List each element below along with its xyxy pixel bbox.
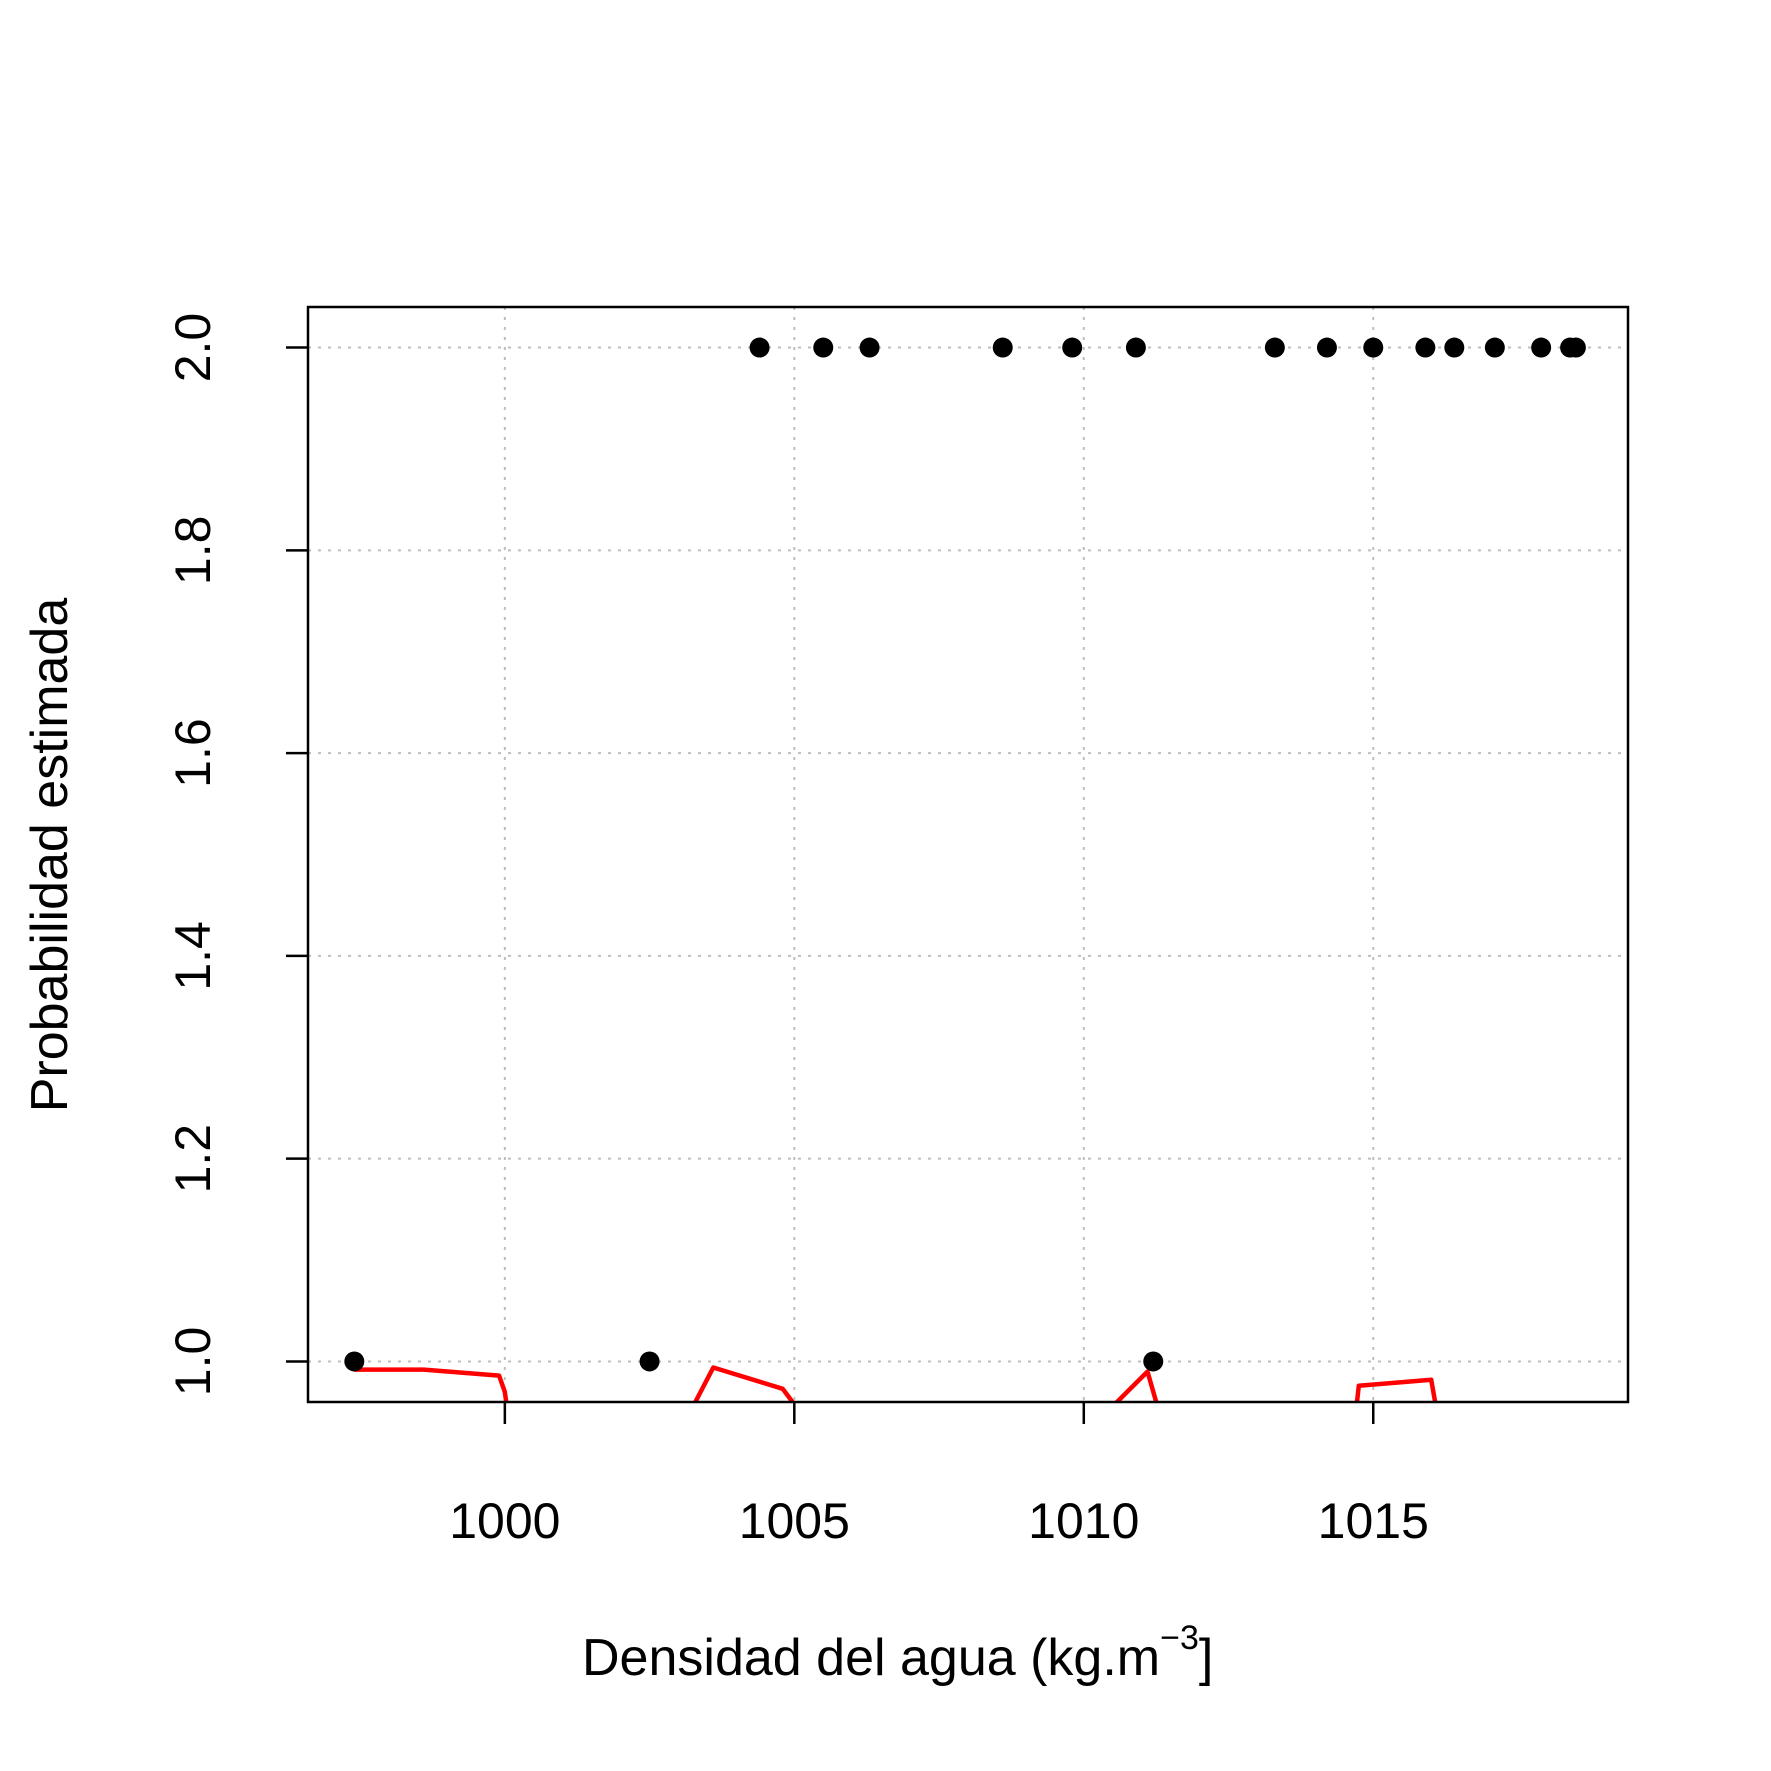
- y-tick-label: 2.0: [165, 313, 221, 383]
- data-point: [992, 337, 1013, 358]
- y-axis-title: Probabilidad estimada: [21, 598, 79, 1113]
- x-tick-label: 1015: [1318, 1493, 1429, 1549]
- data-point: [1565, 337, 1586, 358]
- data-point: [749, 337, 770, 358]
- data-point: [1444, 337, 1465, 358]
- data-point: [344, 1351, 365, 1372]
- data-point: [1062, 337, 1083, 358]
- x-axis-title: Densidad del agua (kg.m−3]: [582, 1619, 1213, 1687]
- data-point: [1531, 337, 1552, 358]
- data-point: [1143, 1351, 1164, 1372]
- y-tick-label: 1.2: [165, 1124, 221, 1194]
- data-point: [1264, 337, 1285, 358]
- data-point: [859, 337, 880, 358]
- x-tick-label: 1000: [449, 1493, 560, 1549]
- data-point: [1316, 337, 1337, 358]
- y-tick-label: 1.8: [165, 516, 221, 586]
- y-tick-label: 1.6: [165, 718, 221, 788]
- data-point: [1363, 337, 1384, 358]
- y-tick-label: 1.4: [165, 921, 221, 991]
- x-tick-label: 1005: [739, 1493, 850, 1549]
- data-point: [1484, 337, 1505, 358]
- x-tick-label: 1010: [1028, 1493, 1139, 1549]
- x-axis: 1000 1005 1010 1015: [449, 1402, 1429, 1549]
- fitted-line-layer: [354, 1365, 1438, 1402]
- y-axis: 1.0 1.2 1.4 1.6 1.8 2.0: [165, 313, 308, 1396]
- data-point: [639, 1351, 660, 1372]
- data-point: [1415, 337, 1436, 358]
- data-point: [1125, 337, 1146, 358]
- y-tick-label: 1.0: [165, 1327, 221, 1397]
- plot-frame: [306, 305, 1630, 1404]
- grid: [308, 307, 1628, 1402]
- points-layer: [344, 337, 1586, 1372]
- fitted-line: [354, 1365, 1438, 1402]
- data-point: [813, 337, 834, 358]
